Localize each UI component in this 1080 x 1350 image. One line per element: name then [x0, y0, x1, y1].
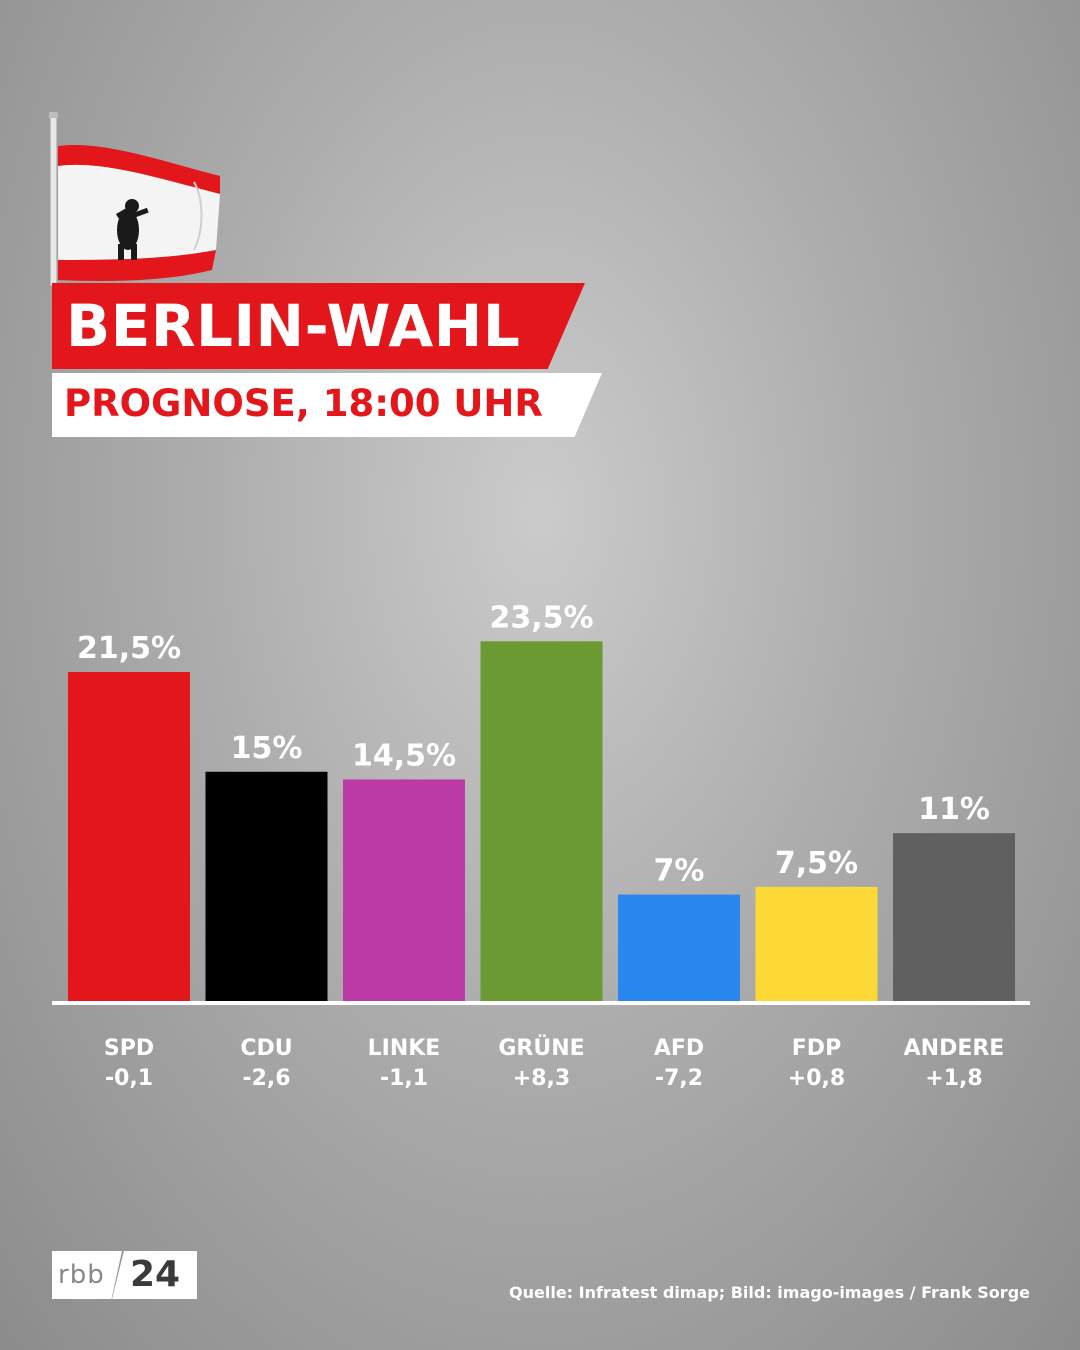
- value-label: 14,5%: [352, 738, 456, 773]
- page-title: BERLIN-WAHL: [66, 292, 521, 360]
- change-label: +0,8: [788, 1066, 845, 1091]
- category-label: FDP: [792, 1036, 841, 1061]
- change-label: -2,6: [242, 1066, 290, 1091]
- value-label: 21,5%: [77, 631, 181, 666]
- value-label: 7,5%: [775, 846, 858, 881]
- category-label: ANDERE: [904, 1036, 1005, 1061]
- change-label: -1,1: [380, 1066, 428, 1091]
- rbb24-logo: 24: [112, 1251, 197, 1299]
- value-label: 11%: [918, 792, 990, 827]
- change-label: +1,8: [925, 1066, 982, 1091]
- bar-linke: [343, 779, 465, 1002]
- value-label: 7%: [654, 854, 705, 889]
- source-credit: Quelle: Infratest dimap; Bild: imago-ima…: [509, 1283, 1030, 1302]
- bar-spd: [68, 672, 190, 1002]
- category-label: LINKE: [368, 1036, 441, 1061]
- bar-afd: [618, 894, 740, 1002]
- title-banner: BERLIN-WAHL: [52, 283, 585, 369]
- rbb-logo-text: rbb: [58, 1260, 105, 1290]
- value-label: 15%: [231, 731, 303, 766]
- bar-cdu: [205, 771, 328, 1002]
- berlin-flag-icon: [49, 112, 220, 287]
- category-label: CDU: [240, 1036, 292, 1061]
- rbb24-logo-text: 24: [130, 1254, 181, 1295]
- change-label: -0,1: [105, 1066, 153, 1091]
- subtitle-banner: PROGNOSE, 18:00 UHR: [52, 373, 602, 437]
- change-label: +8,3: [513, 1066, 570, 1091]
- rbb-logo: rbb: [52, 1251, 122, 1299]
- category-label: AFD: [654, 1036, 704, 1061]
- change-label: -7,2: [655, 1066, 703, 1091]
- category-label: SPD: [104, 1036, 154, 1061]
- page-subtitle: PROGNOSE, 18:00 UHR: [64, 382, 543, 425]
- bar-andere: [893, 833, 1015, 1002]
- bar-grüne: [480, 641, 603, 1002]
- bar-fdp: [755, 886, 878, 1002]
- category-label: GRÜNE: [498, 1035, 584, 1061]
- value-label: 23,5%: [489, 600, 593, 635]
